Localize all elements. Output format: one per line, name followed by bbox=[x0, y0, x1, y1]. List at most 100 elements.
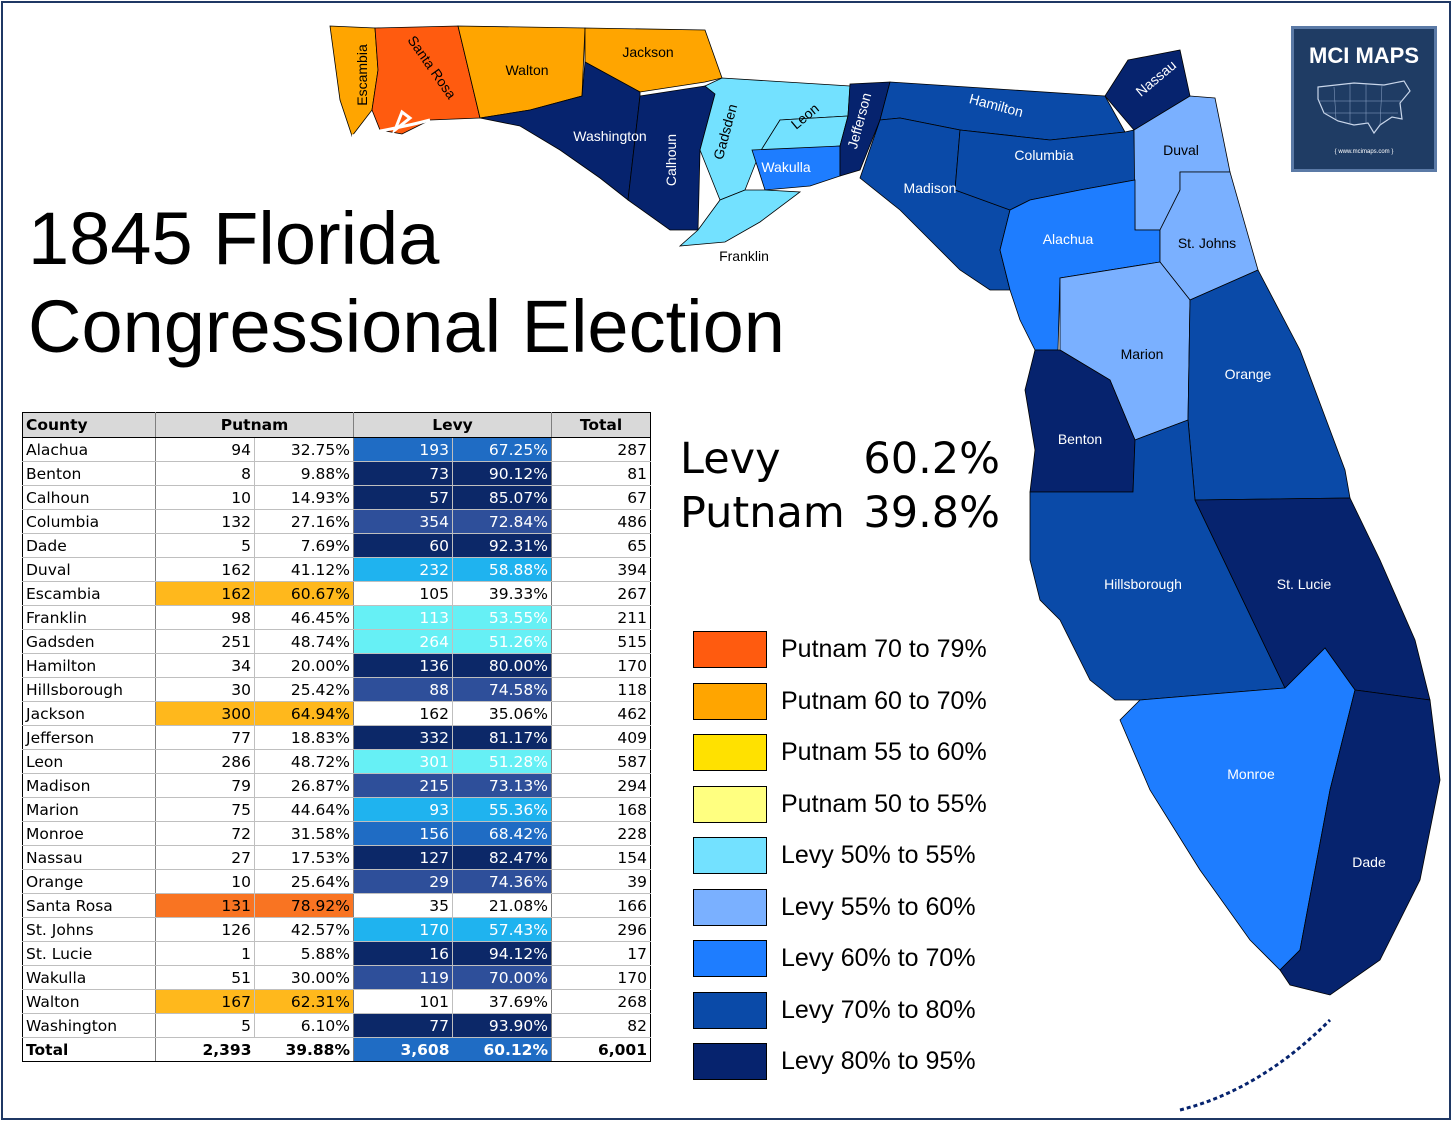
table-row: Washington 5 6.10% 77 93.90% 82 bbox=[22, 1013, 651, 1038]
map-label: Franklin bbox=[719, 248, 769, 264]
cell-putnam-votes: 5 bbox=[155, 533, 255, 558]
cell-levy-votes: 35 bbox=[353, 893, 453, 918]
cell-putnam-pct: 17.53% bbox=[254, 845, 354, 870]
cell-putnam-votes: 131 bbox=[155, 893, 255, 918]
cell-total: 486 bbox=[551, 509, 651, 534]
map-label: Washington bbox=[573, 128, 646, 144]
cell-levy-votes: 88 bbox=[353, 677, 453, 702]
cell-levy-votes: 16 bbox=[353, 941, 453, 966]
legend-label: Levy 50% to 55% bbox=[781, 841, 976, 870]
county-orange[interactable] bbox=[1187, 269, 1351, 501]
county-franklin[interactable] bbox=[678, 189, 802, 247]
cell-total: 228 bbox=[551, 821, 651, 846]
cell-levy-votes: 60 bbox=[353, 533, 453, 558]
cell-levy-pct: 67.25% bbox=[452, 437, 552, 462]
table-header-row: County Putnam Levy Total bbox=[22, 412, 651, 438]
legend-item: Levy 80% to 95% bbox=[693, 1036, 987, 1088]
cell-levy-pct: 57.43% bbox=[452, 917, 552, 942]
summary-levy-pct: 60.2% bbox=[863, 434, 1000, 484]
cell-putnam-votes: 1 bbox=[155, 941, 255, 966]
county-wakulla[interactable] bbox=[751, 145, 841, 191]
map-label: Calhoun bbox=[663, 134, 679, 186]
legend-item: Levy 50% to 55% bbox=[693, 830, 987, 882]
us-map-icon bbox=[1317, 80, 1411, 135]
cell-putnam-votes: 286 bbox=[155, 749, 255, 774]
cell-county: Jefferson bbox=[22, 725, 156, 750]
cell-putnam-pct: 60.67% bbox=[254, 581, 354, 606]
header-county: County bbox=[22, 412, 156, 438]
cell-putnam-pct: 48.72% bbox=[254, 749, 354, 774]
coastline-detail bbox=[351, 109, 431, 138]
cell-levy-pct: 85.07% bbox=[452, 485, 552, 510]
cell-putnam-pct: 30.00% bbox=[254, 965, 354, 990]
map-label: Monroe bbox=[1227, 766, 1275, 782]
cell-putnam-votes: 162 bbox=[155, 557, 255, 582]
cell-putnam-votes: 5 bbox=[155, 1013, 255, 1038]
cell-levy-votes: 264 bbox=[353, 629, 453, 654]
cell-county: Santa Rosa bbox=[22, 893, 156, 918]
cell-putnam-pct: 62.31% bbox=[254, 989, 354, 1014]
cell-putnam-pct: 42.57% bbox=[254, 917, 354, 942]
cell-levy-pct: 94.12% bbox=[452, 941, 552, 966]
header-levy: Levy bbox=[353, 412, 552, 438]
cell-county: Columbia bbox=[22, 509, 156, 534]
total-label: Total bbox=[22, 1037, 156, 1062]
table-row: Hamilton 34 20.00% 136 80.00% 170 bbox=[22, 653, 651, 678]
cell-county: Gadsden bbox=[22, 629, 156, 654]
cell-levy-pct: 90.12% bbox=[452, 461, 552, 486]
legend-swatch bbox=[693, 1043, 767, 1081]
total-levy-votes: 3,608 bbox=[353, 1037, 453, 1062]
cell-total: 81 bbox=[551, 461, 651, 486]
cell-putnam-pct: 18.83% bbox=[254, 725, 354, 750]
logo-title: MCI MAPS bbox=[1309, 43, 1419, 68]
legend-swatch bbox=[693, 631, 767, 669]
cell-levy-pct: 58.88% bbox=[452, 557, 552, 582]
cell-county: Walton bbox=[22, 989, 156, 1014]
cell-total: 267 bbox=[551, 581, 651, 606]
table-row: Wakulla 51 30.00% 119 70.00% 170 bbox=[22, 965, 651, 990]
legend-item: Levy 60% to 70% bbox=[693, 933, 987, 985]
cell-total: 118 bbox=[551, 677, 651, 702]
cell-putnam-pct: 6.10% bbox=[254, 1013, 354, 1038]
county-dade[interactable] bbox=[1279, 689, 1441, 996]
cell-levy-pct: 35.06% bbox=[452, 701, 552, 726]
cell-levy-pct: 55.36% bbox=[452, 797, 552, 822]
cell-putnam-pct: 41.12% bbox=[254, 557, 354, 582]
cell-levy-pct: 37.69% bbox=[452, 989, 552, 1014]
cell-levy-pct: 70.00% bbox=[452, 965, 552, 990]
cell-total: 211 bbox=[551, 605, 651, 630]
cell-county: Calhoun bbox=[22, 485, 156, 510]
cell-putnam-pct: 26.87% bbox=[254, 773, 354, 798]
table-row: Calhoun 10 14.93% 57 85.07% 67 bbox=[22, 485, 651, 510]
summary-levy-row: Levy 60.2% bbox=[680, 432, 1000, 486]
total-putnam-votes: 2,393 bbox=[155, 1037, 255, 1062]
table-row: Leon 286 48.72% 301 51.28% 587 bbox=[22, 749, 651, 774]
cell-levy-votes: 301 bbox=[353, 749, 453, 774]
cell-putnam-votes: 8 bbox=[155, 461, 255, 486]
cell-county: Washington bbox=[22, 1013, 156, 1038]
cell-county: Dade bbox=[22, 533, 156, 558]
cell-levy-votes: 29 bbox=[353, 869, 453, 894]
cell-county: Nassau bbox=[22, 845, 156, 870]
table-row: Jackson 300 64.94% 162 35.06% 462 bbox=[22, 701, 651, 726]
cell-county: Orange bbox=[22, 869, 156, 894]
cell-total: 82 bbox=[551, 1013, 651, 1038]
cell-county: Escambia bbox=[22, 581, 156, 606]
cell-total: 394 bbox=[551, 557, 651, 582]
table-row: Jefferson 77 18.83% 332 81.17% 409 bbox=[22, 725, 651, 750]
county-washington[interactable] bbox=[479, 61, 641, 201]
cell-levy-votes: 119 bbox=[353, 965, 453, 990]
cell-putnam-pct: 5.88% bbox=[254, 941, 354, 966]
cell-putnam-votes: 251 bbox=[155, 629, 255, 654]
cell-total: 268 bbox=[551, 989, 651, 1014]
cell-levy-votes: 162 bbox=[353, 701, 453, 726]
cell-county: Marion bbox=[22, 797, 156, 822]
summary-putnam-pct: 39.8% bbox=[863, 488, 1000, 538]
table-row: Columbia 132 27.16% 354 72.84% 486 bbox=[22, 509, 651, 534]
title-line-2: Congressional Election bbox=[28, 285, 785, 368]
cell-total: 287 bbox=[551, 437, 651, 462]
cell-levy-votes: 232 bbox=[353, 557, 453, 582]
cell-total: 154 bbox=[551, 845, 651, 870]
cell-putnam-pct: 25.64% bbox=[254, 869, 354, 894]
total-levy-pct: 60.12% bbox=[452, 1037, 552, 1062]
